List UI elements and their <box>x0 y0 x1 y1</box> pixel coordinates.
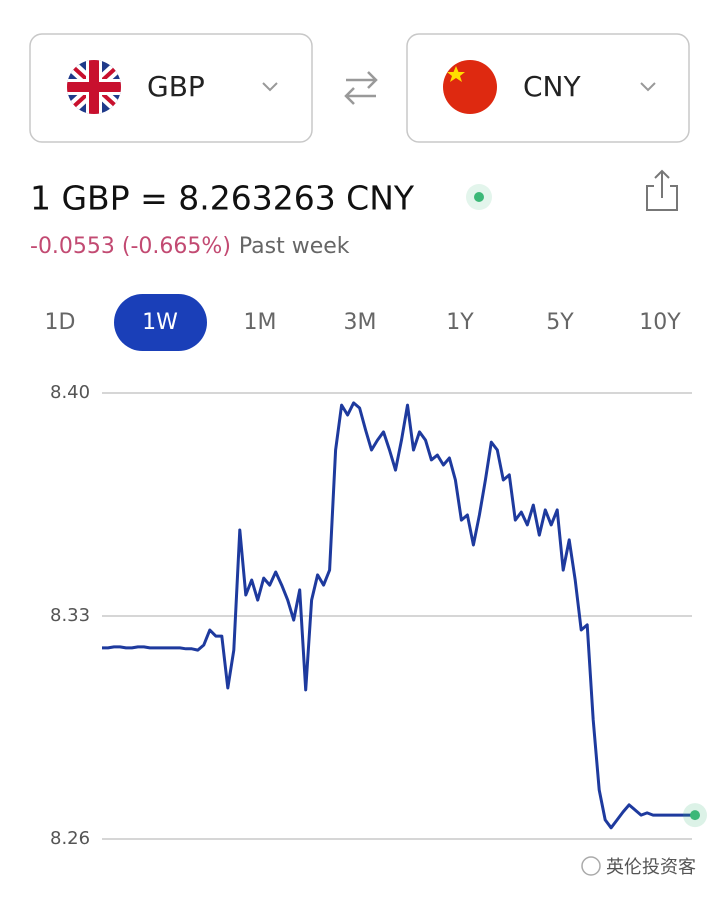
change-line: -0.0553 (-0.665%) Past week <box>30 234 350 259</box>
tab[interactable]: 10Y <box>639 310 681 335</box>
change-period: Past week <box>239 234 350 259</box>
tab[interactable]: 1M <box>244 310 277 335</box>
swap-icon[interactable] <box>344 71 378 105</box>
to-code: CNY <box>523 70 581 103</box>
watermark-text: 英伦投资客 <box>606 857 696 878</box>
tab[interactable]: 5Y <box>546 310 574 335</box>
chart: 8.40 8.33 8.26 <box>50 382 707 849</box>
y-tick-label: 8.33 <box>50 605 90 626</box>
rate: 1 GBP = 8.263263 CNY <box>30 179 415 218</box>
change: -0.0553 (-0.665%) <box>30 234 231 259</box>
watermark: 英伦投资客 <box>581 856 696 878</box>
uk-flag <box>67 60 121 114</box>
selected-tab[interactable] <box>114 294 207 351</box>
range-tabs: 1D 1W 1M 3M 1Y 5Y 10Y <box>45 294 681 351</box>
tab[interactable]: 3M <box>344 310 377 335</box>
to-selector[interactable] <box>406 33 690 143</box>
y-tick-label: 8.40 <box>50 382 90 403</box>
share-icon[interactable] <box>646 169 678 211</box>
chevron <box>640 82 656 92</box>
china-flag <box>443 60 497 114</box>
tab[interactable]: 1Y <box>446 310 474 335</box>
tab[interactable]: 1W <box>142 310 178 335</box>
rate-line <box>102 401 695 830</box>
tab[interactable]: 1D <box>45 310 76 335</box>
end-dot <box>690 810 700 821</box>
live-dot <box>474 192 484 202</box>
y-tick-label: 8.26 <box>50 828 90 849</box>
chevron <box>262 82 278 92</box>
from-code: GBP <box>147 70 205 103</box>
